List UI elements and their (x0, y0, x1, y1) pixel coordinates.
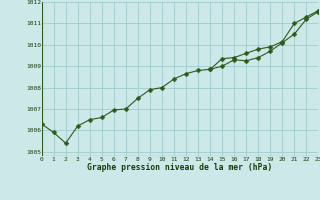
X-axis label: Graphe pression niveau de la mer (hPa): Graphe pression niveau de la mer (hPa) (87, 163, 273, 172)
